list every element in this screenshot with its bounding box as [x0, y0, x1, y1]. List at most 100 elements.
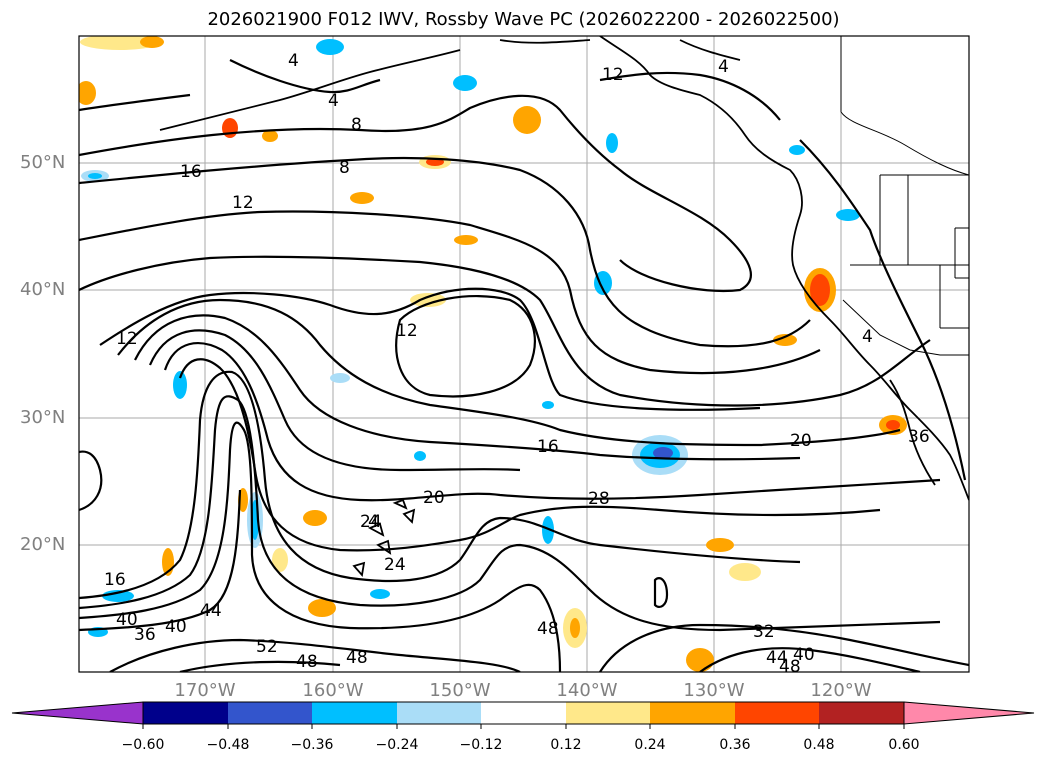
contour-label: 40	[165, 617, 187, 637]
contour-label: 16	[537, 437, 559, 457]
pc-shading	[79, 36, 907, 672]
colorbar-tick-label: −0.36	[290, 737, 334, 753]
contour-label: 8	[351, 115, 362, 135]
contour-label: 24	[384, 555, 406, 575]
shade-blob	[712, 541, 732, 549]
shade-blob	[173, 371, 187, 399]
shade-blob	[370, 589, 390, 599]
shade-blob	[729, 563, 761, 581]
shade-blob	[272, 548, 288, 572]
borders	[840, 36, 969, 356]
shade-blob	[330, 373, 350, 383]
shade-blob	[262, 130, 278, 142]
contour-label: 48	[346, 648, 368, 668]
colorbar-tick-label: −0.12	[459, 737, 503, 753]
colorbar-tick-label: 0.24	[634, 737, 666, 753]
colorbar-cell	[735, 702, 819, 724]
contour-label: 48	[296, 652, 318, 672]
shade-blob	[410, 293, 446, 307]
shade-blob	[886, 420, 900, 430]
contour-label: 4	[288, 51, 299, 71]
contour-label: 20	[790, 431, 812, 451]
shade-blob	[773, 334, 797, 346]
shade-blob	[542, 401, 554, 409]
colorbar-tick-label: 0.36	[719, 737, 751, 753]
shade-blob	[414, 451, 426, 461]
shade-blob	[653, 447, 673, 459]
contour-label: 12	[116, 329, 138, 349]
colorbar-frame	[142, 701, 905, 725]
colorbar-cell	[11, 701, 144, 725]
shade-blob	[513, 106, 541, 134]
colorbar-cell	[143, 702, 228, 724]
colorbar-cell	[481, 702, 566, 724]
colorbar-cell	[650, 702, 735, 724]
contour-label: 40	[116, 610, 138, 630]
colorbar-tick-label: −0.48	[206, 737, 250, 753]
contour-label: 52	[256, 637, 278, 657]
contour-label: 36	[908, 427, 930, 447]
map-title: 2026021900 F012 IWV, Rossby Wave PC (202…	[207, 9, 840, 30]
contour-label-layer: 4 4 8 8 12 12 12 16 12 16 20 20 28 24 24…	[104, 51, 930, 677]
shade-blob	[454, 235, 478, 245]
lat-label-40n: 40°N	[20, 279, 66, 300]
shade-blob	[789, 145, 805, 155]
contour-label: 44	[200, 601, 222, 621]
shade-blob	[686, 648, 714, 672]
coastlines	[159, 36, 969, 501]
contour-label: 12	[602, 65, 624, 85]
colorbar	[11, 701, 1035, 729]
colorbar-cell	[312, 702, 397, 724]
lat-label-50n: 50°N	[20, 152, 66, 173]
colorbar-tick-label: −0.60	[121, 737, 165, 753]
shade-blob	[102, 590, 134, 602]
lon-label-140w: 140°W	[556, 680, 618, 701]
colorbar-cell	[903, 701, 1035, 725]
contour-label: 4	[862, 327, 873, 347]
shade-blob	[453, 75, 477, 91]
hawaiian-islands	[352, 498, 416, 578]
shade-blob	[810, 274, 830, 306]
contour-label: 32	[753, 622, 775, 642]
shade-blob	[606, 133, 618, 153]
contour-label: 36	[134, 625, 156, 645]
contour-label: 40	[793, 645, 815, 665]
contour-label: 8	[339, 158, 350, 178]
shade-blob	[88, 173, 102, 179]
lon-label-160w: 160°W	[302, 680, 364, 701]
contour-label: 24	[360, 512, 382, 532]
contour-label: 4	[718, 57, 729, 77]
colorbar-tick-label: 0.60	[888, 737, 920, 753]
shade-blob	[350, 192, 374, 204]
contour-label: 4	[328, 91, 339, 111]
shade-blob	[316, 39, 344, 55]
contour-label: 44	[766, 648, 788, 668]
lon-label-130w: 130°W	[683, 680, 745, 701]
shade-blob	[80, 36, 160, 50]
shade-blob	[836, 209, 860, 221]
colorbar-cell	[819, 702, 904, 724]
contour-label: 12	[396, 321, 418, 341]
shade-blob	[79, 81, 96, 105]
lat-label-20n: 20°N	[20, 534, 66, 555]
contour-label: 48	[779, 657, 801, 677]
shade-blob	[222, 118, 238, 138]
colorbar-cell	[228, 702, 312, 724]
contour-label: 4	[368, 512, 379, 532]
lon-label-120w: 120°W	[810, 680, 872, 701]
colorbar-cell	[397, 702, 481, 724]
shade-blob	[570, 618, 580, 638]
colorbar-tick-label: 0.12	[550, 737, 582, 753]
contour-label: 16	[104, 570, 126, 590]
shade-blob	[308, 599, 336, 617]
shade-blob	[140, 36, 164, 48]
lon-label-170w: 170°W	[174, 680, 236, 701]
shade-blob	[303, 510, 327, 526]
colorbar-cell	[566, 702, 650, 724]
colorbar-tick-label: −0.24	[375, 737, 419, 753]
contour-label: 16	[180, 162, 202, 182]
colorbar-tick-label: 0.48	[803, 737, 835, 753]
map-frame	[78, 35, 970, 673]
iwv-contours	[79, 59, 969, 672]
contour-label: 12	[232, 193, 254, 213]
